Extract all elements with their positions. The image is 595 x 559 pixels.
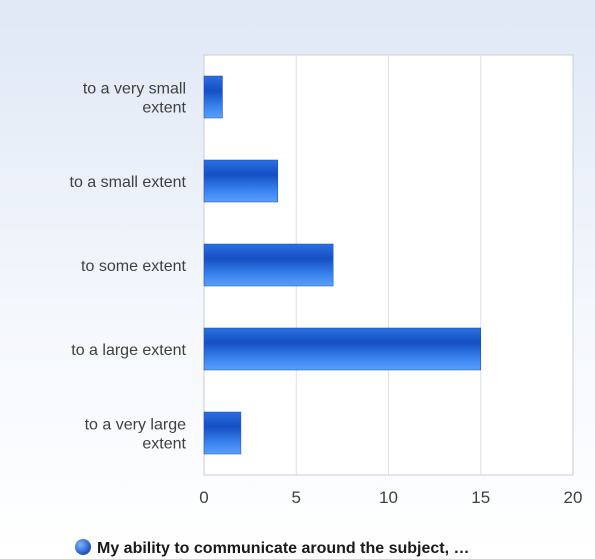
category-label: to some extent — [81, 258, 187, 275]
category-label: to a very small extent — [83, 81, 187, 117]
category-label: to a very large extent — [85, 417, 187, 453]
bar — [203, 411, 242, 455]
x-tick-label: 0 — [199, 488, 208, 507]
category-labels: to a very small extent to a small extent to… — [70, 81, 187, 453]
x-tick-labels: 0 5 10 15 20 — [199, 488, 582, 507]
legend-marker-icon — [75, 539, 91, 555]
bar — [203, 243, 334, 287]
x-tick-label: 20 — [564, 488, 583, 507]
x-tick-label: 15 — [471, 488, 490, 507]
legend: My ability to communicate around the sub… — [75, 539, 470, 557]
bar — [203, 75, 223, 119]
bar — [203, 327, 481, 371]
x-tick-label: 10 — [379, 488, 398, 507]
bars — [203, 75, 481, 455]
category-label: to a large extent — [71, 342, 186, 359]
bar — [203, 159, 279, 203]
legend-label: My ability to communicate around the sub… — [97, 540, 470, 557]
x-tick-label: 5 — [292, 488, 301, 507]
category-label: to a small extent — [70, 174, 187, 191]
